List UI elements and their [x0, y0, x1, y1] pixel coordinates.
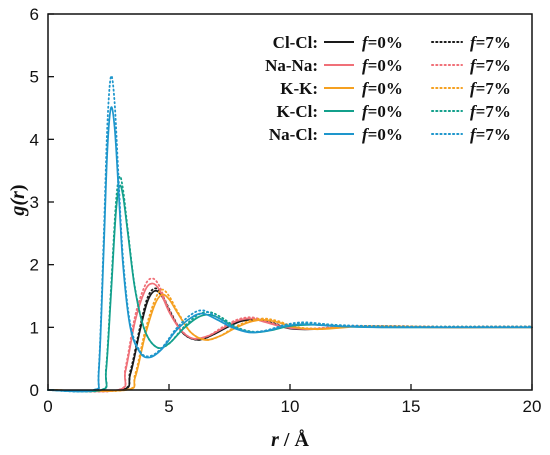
series-line-2 — [47, 282, 533, 393]
legend-row-3: K-Cl: f=0% f=7% — [276, 102, 510, 121]
series-line-3 — [47, 277, 533, 393]
legend-row-4: Na-Cl: f=0% f=7% — [269, 125, 511, 144]
curves-layer — [47, 75, 533, 393]
x-axis-unit: / Å — [279, 428, 310, 451]
legend-row-2: K-K: f=0% f=7% — [280, 79, 511, 98]
legend-row-0: Cl-Cl: f=0% f=7% — [273, 33, 511, 52]
legend-pair-label: K-K: — [280, 79, 318, 98]
x-tick-label-4: 20 — [523, 397, 542, 416]
legend-solid-label: f=0% — [362, 79, 403, 98]
legend-dotted-label: f=7% — [470, 102, 511, 121]
legend-dotted-label: f=7% — [470, 79, 511, 98]
legend: Cl-Cl: f=0% f=7% Na-Na: f=0% f=7% K-K: f=0% f=7%… — [265, 33, 511, 144]
y-tick-label-3: 3 — [30, 193, 39, 212]
y-tick-label-2: 2 — [30, 256, 39, 275]
x-tick-label-2: 10 — [281, 397, 300, 416]
x-tick-label-1: 5 — [164, 397, 173, 416]
y-axis-close: ) — [7, 184, 29, 191]
legend-pair-label: K-Cl: — [276, 102, 318, 121]
y-axis-label: g(r) — [7, 184, 29, 216]
legend-pair-label: Cl-Cl: — [273, 33, 318, 52]
legend-row-1: Na-Na: f=0% f=7% — [265, 56, 511, 75]
legend-solid-label: f=0% — [362, 56, 403, 75]
legend-pair-label: Na-Na: — [265, 56, 318, 75]
legend-dotted-label: f=7% — [470, 33, 511, 52]
y-tick-label-0: 0 — [30, 381, 39, 400]
y-axis-variable-g: g( — [7, 198, 29, 217]
legend-solid-label: f=0% — [362, 125, 403, 144]
y-tick-label-4: 4 — [30, 130, 39, 149]
y-axis-variable-r: r — [7, 191, 29, 199]
legend-dotted-label: f=7% — [470, 56, 511, 75]
series-line-5 — [47, 288, 533, 393]
y-tick-label-5: 5 — [30, 68, 39, 87]
legend-solid-label: f=0% — [362, 33, 403, 52]
series-line-4 — [47, 293, 533, 392]
x-tick-label-0: 0 — [43, 397, 52, 416]
series-line-9 — [47, 75, 533, 393]
x-tick-label-3: 15 — [402, 397, 421, 416]
legend-pair-label: Na-Cl: — [269, 125, 318, 144]
x-axis-variable: r — [271, 429, 279, 451]
series-line-8 — [47, 106, 533, 393]
legend-solid-label: f=0% — [362, 102, 403, 121]
y-tick-label-6: 6 — [30, 5, 39, 24]
x-axis-label: r / Å — [271, 428, 309, 451]
series-line-0 — [47, 289, 533, 393]
y-tick-label-1: 1 — [30, 318, 39, 337]
ticks-layer: 0 5 10 15 20 0 1 2 3 4 5 6 — [30, 5, 542, 416]
series-line-1 — [47, 287, 533, 393]
legend-dotted-label: f=7% — [470, 125, 511, 144]
